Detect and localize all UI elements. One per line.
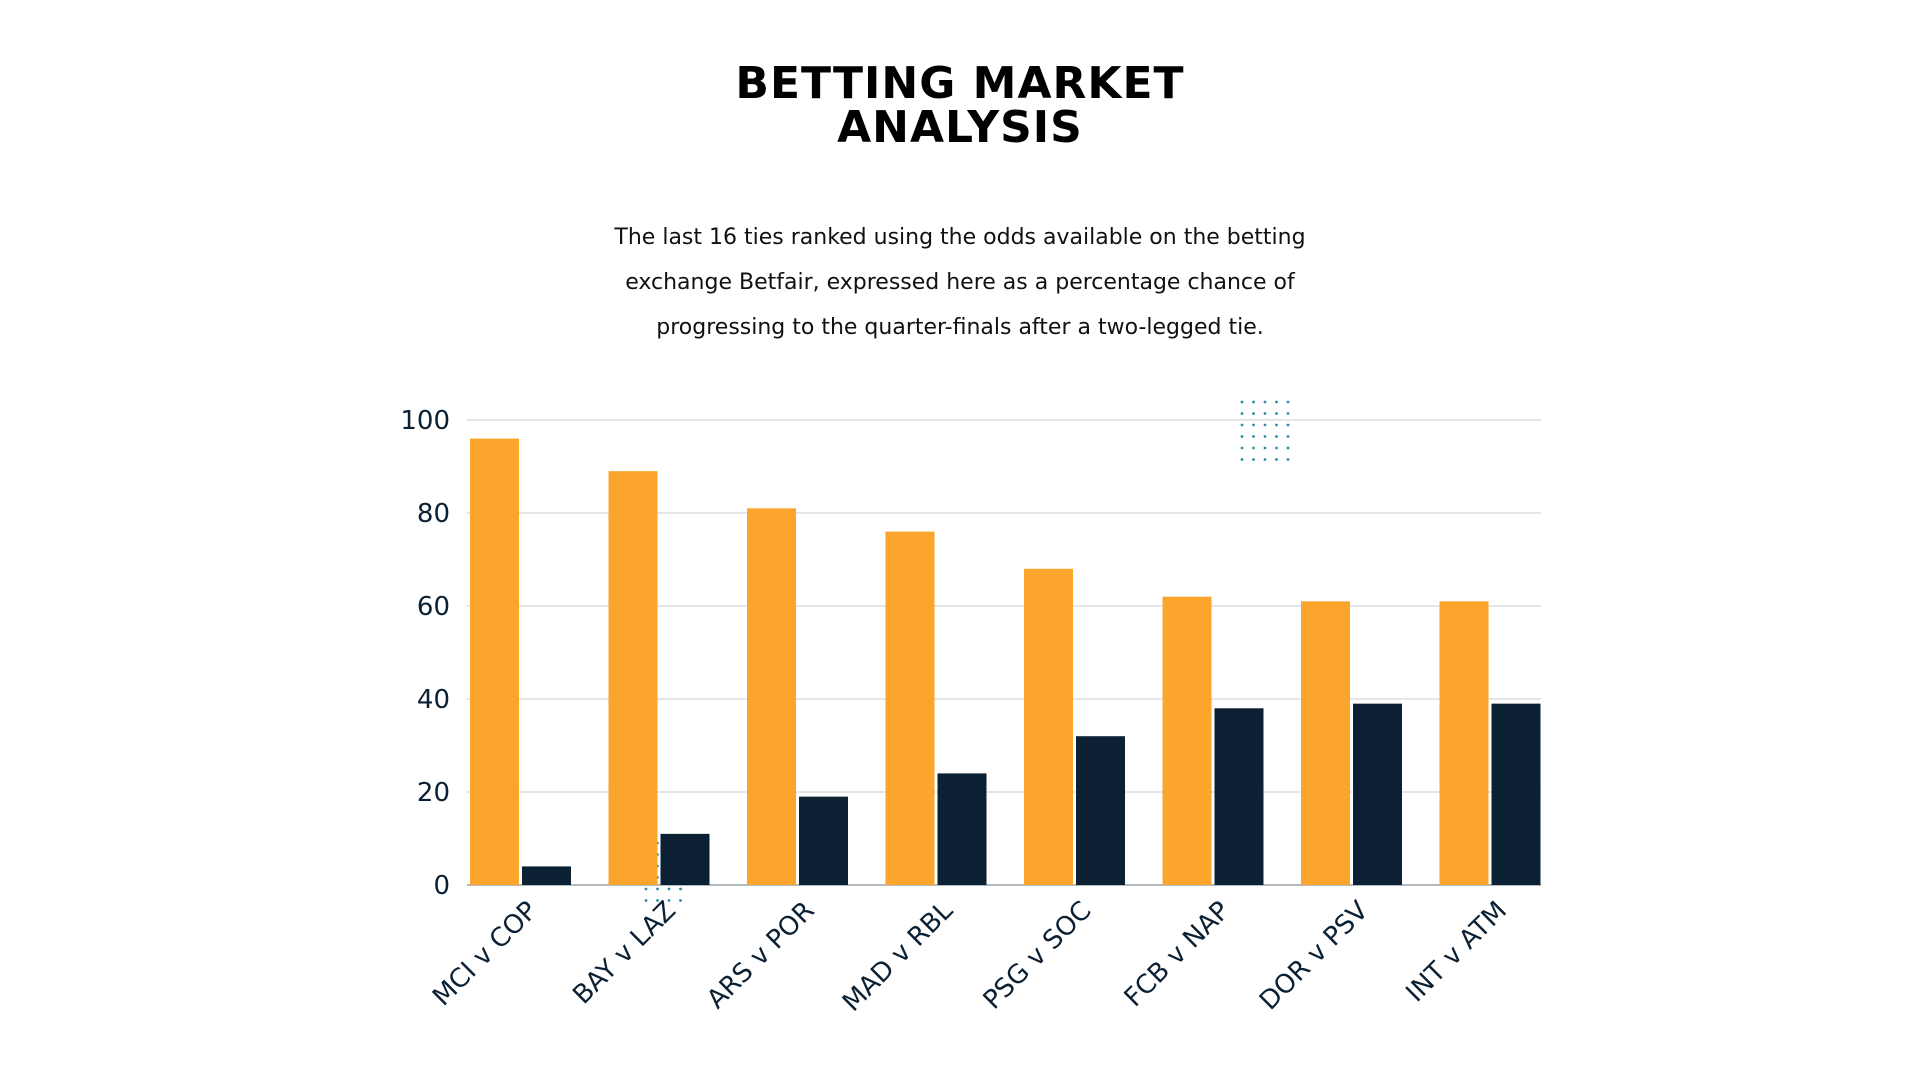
- bar-underdog-4: [937, 773, 987, 885]
- decorative-dot: [1240, 412, 1244, 415]
- decorative-dot: [1275, 446, 1278, 450]
- x-tick-label: INT v ATM: [1401, 896, 1513, 1008]
- bar-underdog-1: [522, 866, 571, 885]
- decorative-dot: [1286, 423, 1290, 427]
- decorative-dot: [1240, 446, 1244, 450]
- decorative-dot: [644, 899, 648, 902]
- decorative-dot: [1252, 458, 1255, 461]
- y-tick-label: 0: [433, 871, 450, 901]
- x-tick-label: FCB v NAP: [1119, 896, 1236, 1013]
- decorative-dot: [667, 899, 671, 902]
- y-tick-label: 20: [417, 778, 450, 808]
- x-tick-label: MCI v COP: [427, 896, 543, 1012]
- decorative-dot: [1275, 400, 1278, 404]
- decorative-dot: [1275, 435, 1278, 438]
- chart-title-line-1: BETTING MARKET: [735, 58, 1185, 109]
- decorative-dot: [679, 887, 682, 891]
- bar-favourite-6: [1162, 596, 1212, 885]
- decorative-dot: [1275, 423, 1278, 427]
- decorative-dot: [679, 899, 682, 902]
- decorative-dot: [1263, 435, 1267, 438]
- decorative-dot: [1252, 446, 1255, 450]
- chart-title: BETTING MARKET ANALYSIS: [0, 62, 1920, 150]
- y-tick-label: 80: [417, 499, 450, 529]
- decorative-dot: [1252, 423, 1255, 427]
- x-tick-label: PSG v SOC: [978, 896, 1098, 1016]
- chart-description: The last 16 ties ranked using the odds a…: [560, 215, 1360, 350]
- bar-favourite-7: [1301, 601, 1350, 885]
- decorative-dot: [1286, 412, 1290, 415]
- decorative-dot: [1263, 412, 1267, 415]
- bar-underdog-2: [660, 833, 710, 885]
- bar-underdog-3: [799, 796, 848, 885]
- bar-favourite-4: [885, 531, 935, 885]
- decorative-dot: [656, 899, 659, 902]
- decorative-dot: [1275, 458, 1278, 461]
- decorative-dot: [1263, 423, 1267, 427]
- decorative-dot: [1263, 458, 1267, 461]
- decorative-dot: [1240, 423, 1244, 427]
- decorative-dot: [1252, 435, 1255, 438]
- decorative-dot: [1286, 446, 1290, 450]
- bars: [470, 438, 1541, 885]
- chart-description-line-3: progressing to the quarter-finals after …: [656, 315, 1264, 340]
- dot-pattern-top-right: [1240, 400, 1290, 461]
- chart-description-line-1: The last 16 ties ranked using the odds a…: [614, 225, 1306, 250]
- decorative-dot: [667, 887, 671, 891]
- bar-favourite-2: [608, 471, 658, 885]
- x-tick-label: ARS v POR: [701, 896, 820, 1015]
- bar-underdog-8: [1491, 703, 1541, 885]
- chart-description-line-2: exchange Betfair, expressed here as a pe…: [625, 270, 1295, 295]
- bar-favourite-8: [1439, 601, 1489, 885]
- decorative-dot: [1263, 400, 1267, 404]
- decorative-dot: [644, 887, 648, 891]
- decorative-dot: [1275, 412, 1278, 415]
- decorative-dot: [1240, 435, 1244, 438]
- decorative-dot: [1286, 435, 1290, 438]
- y-tick-label: 40: [417, 685, 450, 715]
- chart-title-line-2: ANALYSIS: [837, 102, 1083, 153]
- bar-favourite-5: [1024, 568, 1073, 885]
- x-tick-label: DOR v PSV: [1254, 896, 1375, 1017]
- decorative-dot: [1263, 446, 1267, 450]
- decorative-dot: [1252, 400, 1255, 404]
- decorative-dot: [1240, 458, 1244, 461]
- decorative-dot: [1286, 458, 1290, 461]
- bar-favourite-1: [470, 438, 519, 885]
- y-tick-label: 100: [400, 406, 450, 436]
- bar-underdog-5: [1076, 736, 1125, 885]
- decorative-dot: [1240, 400, 1244, 404]
- decorative-dot: [1252, 412, 1255, 415]
- x-tick-label: BAY v LAZ: [567, 896, 682, 1011]
- y-axis-tick-labels: 0 20 40 60 80 100: [400, 406, 450, 901]
- y-tick-label: 60: [417, 592, 450, 622]
- x-axis-tick-labels: MCI v COP BAY v LAZ ARS v POR MAD v RBL PSG …: [427, 895, 1513, 1017]
- bar-favourite-3: [747, 508, 796, 885]
- x-tick-label: MAD v RBL: [837, 895, 959, 1017]
- decorative-dot: [1286, 400, 1290, 404]
- bar-underdog-6: [1214, 708, 1264, 885]
- bar-underdog-7: [1353, 703, 1402, 885]
- decorative-dot: [656, 887, 659, 891]
